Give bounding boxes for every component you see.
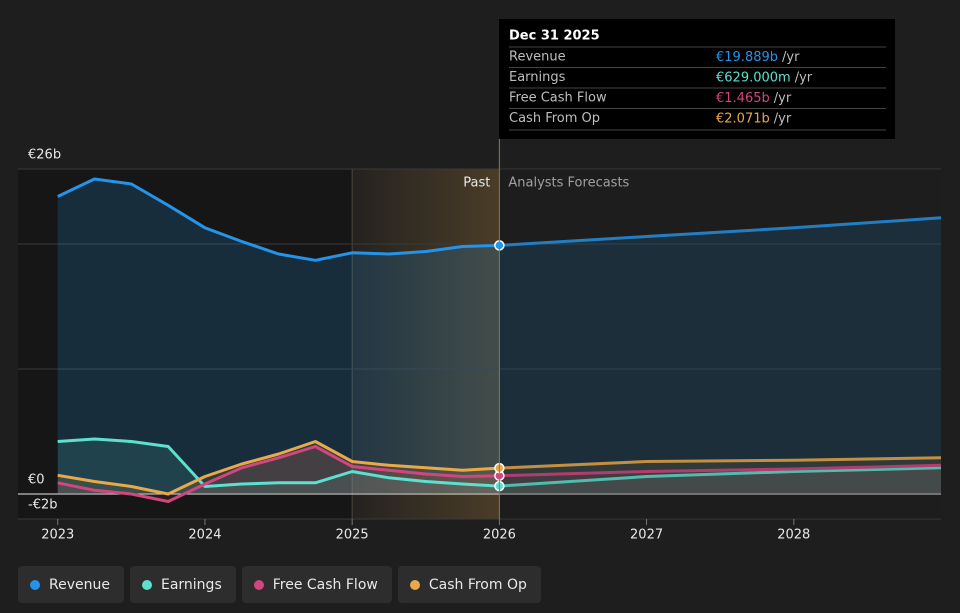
tooltip-unit: /yr [774,91,792,106]
series-area [57,446,941,502]
legend-label: Free Cash Flow [272,576,378,593]
chart: -€2b €0 €26b 2023 2024 2025 2026 2027 2028 Past An… [18,19,942,543]
x-tick-label: 2026 [483,528,516,543]
y-tick-label: €26b [28,148,61,163]
forecast-label: Analysts Forecasts [508,176,629,191]
legend-item[interactable]: Revenue [18,566,124,603]
tooltip-value: €2.071b/yr [716,111,792,126]
tooltip-value: €1.465b/yr [716,91,792,106]
tooltip-unit: /yr [774,111,792,126]
tooltip-value-number: €629.000m [716,70,791,85]
tooltip-value-number: €19.889b [716,50,778,65]
tooltip-unit: /yr [795,70,813,85]
tooltip-label: Revenue [509,50,566,65]
x-tick-label: 2028 [777,528,810,543]
tooltip-title: Dec 31 2025 [509,29,600,44]
legend-label: Earnings [160,576,222,593]
legend-label: Revenue [49,576,110,593]
legend-swatch [141,579,152,590]
legend-item[interactable]: Earnings [129,566,236,603]
tooltip-value-number: €1.465b [716,91,770,106]
past-region [18,169,353,519]
y-tick-label: -€2b [28,498,58,513]
legend-swatch [30,579,40,590]
legend-swatch [253,579,264,590]
tooltip-box [499,19,895,139]
x-tick-label: 2024 [188,528,221,543]
legend-swatch [409,579,420,590]
legend: Revenue Earnings Free Cash Flow Cash From O… [18,566,541,603]
series-line [57,437,942,488]
y-tick-label: €0 [28,473,45,488]
tooltip-value: €19.889b/yr [716,50,800,65]
legend-item[interactable]: Cash From Op [397,566,541,603]
x-tick-label: 2023 [41,528,74,543]
tooltip-label: Cash From Op [509,111,600,126]
legend-label: Cash From Op [428,576,527,593]
tooltip-value-number: €2.071b [716,111,770,126]
legend-item[interactable]: Free Cash Flow [241,566,392,603]
tooltip-label: Earnings [509,70,566,85]
recent-region [352,169,500,519]
series-line [57,445,942,503]
x-tick-label: 2027 [630,528,663,543]
tooltip-label: Free Cash Flow [509,91,607,106]
series-line [57,177,942,262]
tooltip-value: €629.000m/yr [716,70,813,85]
forecast-shade [499,169,941,519]
past-label: Past [463,176,490,191]
tooltip-unit: /yr [782,50,800,65]
series-line [57,440,942,496]
series-area [57,439,941,494]
x-tick-label: 2025 [336,528,369,543]
